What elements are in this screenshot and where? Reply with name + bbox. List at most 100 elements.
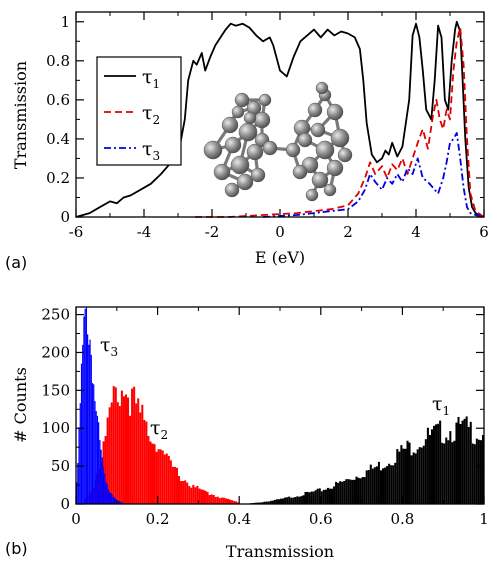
histogram-bar	[396, 449, 399, 504]
y-tick-label: 100	[41, 419, 70, 437]
histogram-bar	[451, 442, 454, 504]
histogram-bar	[363, 477, 366, 504]
histogram-bar	[447, 440, 450, 504]
histogram-bar	[379, 470, 382, 504]
series-line-τ2	[195, 26, 485, 218]
molecule-atom	[224, 182, 240, 198]
panel-a-letter: (a)	[5, 253, 27, 272]
histogram-bar	[235, 501, 238, 504]
histogram-bar	[231, 500, 234, 504]
histogram-bar	[109, 492, 111, 504]
histogram-bar	[347, 479, 350, 504]
panel-a-y-ticks: 0 0.2 0.4 0.6 0.8 1	[46, 13, 484, 226]
legend-box	[96, 56, 182, 166]
y-tick-label: 0.8	[46, 52, 70, 70]
histogram-bar	[194, 487, 197, 504]
y-tick-label: 250	[41, 306, 70, 324]
histogram-bar	[290, 497, 293, 504]
panel-b-label-tau3: τ3	[100, 334, 118, 359]
histogram-bar	[204, 490, 207, 504]
histogram-bar	[157, 449, 160, 504]
panel-a-plot-area: τ1 τ2 τ3	[75, 20, 485, 218]
histogram-bar	[426, 427, 429, 504]
molecule-atom	[253, 111, 271, 129]
histogram-bar	[212, 495, 215, 504]
histogram-bar	[218, 498, 221, 504]
histogram-series-τ1	[243, 416, 484, 504]
histogram-bar	[349, 479, 352, 504]
legend-label-tau1: τ1	[142, 66, 160, 91]
histogram-bar	[133, 386, 136, 504]
x-tick-label: -2	[205, 223, 220, 241]
panel-b-histogram-bars	[76, 307, 484, 504]
histogram-bar	[159, 449, 162, 504]
histogram-bar	[147, 435, 150, 504]
histogram-bar	[263, 501, 266, 504]
histogram-bar	[435, 424, 438, 504]
histogram-bar	[175, 467, 178, 504]
histogram-bar	[443, 443, 446, 504]
histogram-bar	[91, 383, 94, 504]
y-tick-label: 50	[51, 457, 70, 475]
histogram-bar	[437, 423, 440, 504]
histogram-bar	[422, 445, 425, 504]
histogram-bar	[412, 452, 415, 504]
histogram-bar	[118, 405, 121, 504]
histogram-bar	[108, 407, 111, 504]
histogram-bar	[85, 307, 88, 504]
panel-a: τ1 τ2 τ3 -6 -4 -2 0 2 4 6 0 0.2 0.4 0.6 0.8 1 E (eV…	[5, 11, 489, 272]
panel-a-x-ticks: -6 -4 -2 0 2 4 6	[69, 12, 489, 241]
legend-label-tau3: τ3	[142, 138, 160, 163]
histogram-bar	[208, 494, 211, 504]
molecule-atom	[246, 143, 264, 161]
histogram-bar	[184, 480, 187, 504]
histogram-bar	[322, 489, 325, 504]
histogram-bar	[353, 479, 356, 504]
x-tick-label: 1	[479, 510, 489, 528]
histogram-bar	[165, 453, 168, 504]
histogram-bar	[384, 467, 387, 504]
x-tick-label: 6	[479, 223, 489, 241]
histogram-bar	[151, 443, 154, 504]
histogram-bar	[186, 482, 189, 504]
histogram-bar	[269, 500, 272, 504]
histogram-bar	[398, 451, 401, 504]
histogram-bar	[141, 404, 144, 504]
molecule-inset-image	[203, 81, 353, 202]
histogram-bar	[82, 344, 84, 504]
histogram-bar	[107, 489, 110, 504]
series-line-τ3	[262, 132, 485, 218]
y-tick-label: 0.4	[46, 130, 70, 148]
histogram-bar	[282, 498, 285, 504]
histogram-bar	[316, 488, 319, 504]
histogram-bar	[345, 479, 348, 504]
histogram-bar	[463, 418, 466, 504]
histogram-bar	[469, 421, 472, 504]
histogram-bar	[202, 489, 205, 504]
histogram-bar	[155, 451, 158, 504]
panel-b-x-axis-label: Transmission	[226, 542, 334, 561]
histogram-bar	[114, 387, 117, 504]
histogram-bar	[459, 424, 462, 504]
molecule-atom	[311, 171, 329, 189]
histogram-bar	[424, 439, 427, 504]
histogram-bar	[455, 422, 458, 504]
histogram-bar	[471, 443, 474, 504]
histogram-bar	[111, 494, 113, 504]
molecule-atom	[224, 136, 242, 154]
histogram-bar	[131, 388, 134, 504]
histogram-bar	[145, 421, 148, 504]
histogram-bar	[259, 502, 262, 504]
histogram-bar	[410, 455, 413, 504]
panel-b-y-axis-label: # Counts	[11, 367, 30, 443]
y-tick-label: 0.6	[46, 91, 70, 109]
molecule-atom	[326, 103, 344, 121]
histogram-bar	[120, 390, 123, 504]
panel-b-label-tau2: τ2	[150, 417, 168, 442]
histogram-bar	[118, 501, 121, 504]
histogram-bar	[433, 425, 436, 504]
histogram-bar	[104, 474, 106, 504]
histogram-bar	[98, 422, 100, 504]
molecule-atom	[310, 122, 326, 138]
histogram-bar	[89, 339, 91, 504]
